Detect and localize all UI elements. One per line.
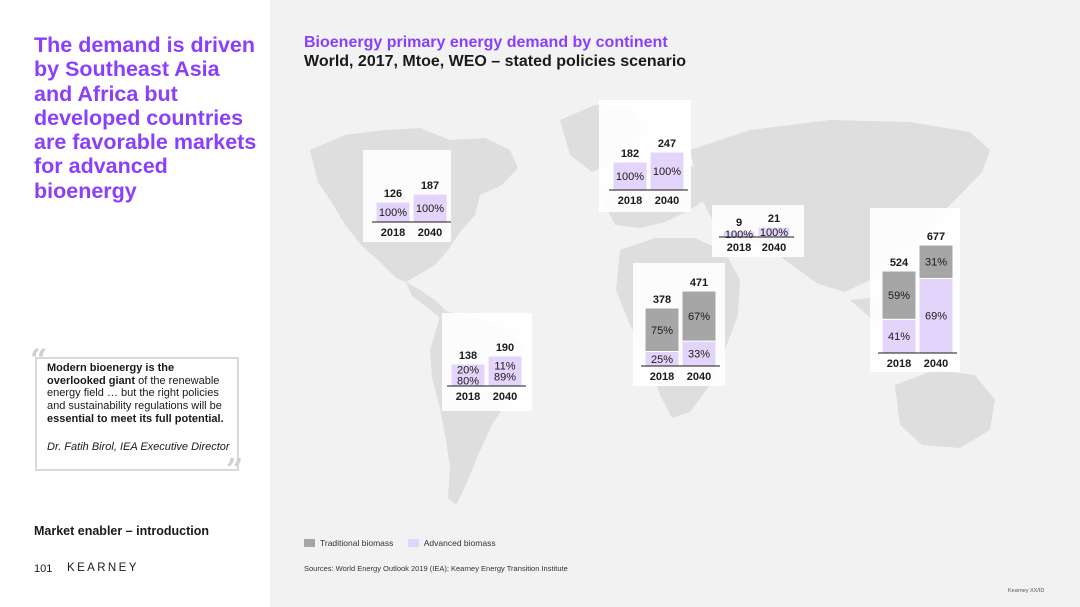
legend: Traditional biomass Advanced biomass xyxy=(304,538,496,548)
bar-advanced-1-2018 xyxy=(612,161,648,191)
tick-label-3-2040: 2040 xyxy=(687,371,711,383)
label-advanced-pct-2-2040: 100% xyxy=(760,227,788,239)
australia-shape xyxy=(895,370,995,448)
label-total-5-2018: 524 xyxy=(890,257,909,269)
label-traditional-pct-5-2040: 31% xyxy=(925,257,947,269)
bar-advanced-1-2040 xyxy=(649,151,685,191)
quote-bold-2: essential to meet its full potential. xyxy=(47,412,224,425)
tick-label-4-2018: 2018 xyxy=(456,391,480,403)
quote-bold-1: Modern bioenergy is the overlooked giant xyxy=(47,362,175,387)
label-advanced-pct-1-2018: 100% xyxy=(616,171,644,183)
tick-label-2-2040: 2040 xyxy=(762,242,786,254)
label-total-1-2018: 182 xyxy=(621,148,639,160)
bar-traditional-5-2040 xyxy=(918,244,954,279)
label-traditional-pct-5-2018: 59% xyxy=(888,290,910,302)
tick-label-3-2018: 2018 xyxy=(650,371,674,383)
tick-label-5-2040: 2040 xyxy=(924,358,948,370)
tick-label-5-2018: 2018 xyxy=(887,358,911,370)
label-total-4-2018: 138 xyxy=(459,350,477,362)
label-total-5-2040: 677 xyxy=(927,231,945,243)
bar-traditional-3-2040 xyxy=(681,290,717,342)
quote-text: Modern bioenergy is the overlooked giant… xyxy=(47,362,232,426)
label-advanced-pct-5-2040: 69% xyxy=(925,311,947,323)
tick-label-2-2018: 2018 xyxy=(727,242,751,254)
label-total-2-2040: 21 xyxy=(768,213,780,225)
label-total-4-2040: 190 xyxy=(496,342,514,354)
label-total-3-2040: 471 xyxy=(690,277,708,289)
chart-title: Bioenergy primary energy demand by conti… xyxy=(304,34,668,51)
bar-traditional-5-2018 xyxy=(881,270,917,320)
quote-author: Dr. Fatih Birol, IEA Executive Director xyxy=(47,441,230,453)
bar-advanced-5-2018 xyxy=(881,318,917,354)
asia-shape xyxy=(690,120,990,292)
tick-label-0-2040: 2040 xyxy=(418,227,442,239)
label-traditional-pct-3-2018: 75% xyxy=(651,325,673,337)
open-quote-icon: “ xyxy=(30,343,48,378)
label-advanced-pct-3-2040: 33% xyxy=(688,349,710,361)
quote-middle: of the renewable energy field … but the … xyxy=(47,374,222,413)
brand-logo: KEARNEY xyxy=(67,562,139,574)
label-advanced-pct-2-2018: 100% xyxy=(725,229,753,241)
label-advanced-pct-3-2018: 25% xyxy=(651,354,673,366)
close-quote-icon: ” xyxy=(226,453,244,488)
tick-label-4-2040: 2040 xyxy=(493,391,517,403)
label-advanced-pct-0-2018: 100% xyxy=(379,207,407,219)
bar-advanced-4-2040 xyxy=(487,355,523,387)
headline: The demand is driven by Southeast Asia a… xyxy=(34,33,257,203)
label-advanced-pct-0-2040: 100% xyxy=(416,203,444,215)
label-advanced-pct-1-2040: 100% xyxy=(653,166,681,178)
quote-box xyxy=(35,357,239,471)
tick-label-1-2018: 2018 xyxy=(618,195,642,207)
tick-label-1-2040: 2040 xyxy=(655,195,679,207)
bar-traditional-3-2018 xyxy=(644,307,680,352)
legend-swatch-advanced xyxy=(407,539,419,547)
tick-label-0-2018: 2018 xyxy=(381,227,405,239)
label-total-3-2018: 378 xyxy=(653,294,671,306)
label-total-1-2040: 247 xyxy=(658,138,676,150)
label-total-2-2018: 9 xyxy=(736,217,742,229)
label-advanced-pct-5-2018: 41% xyxy=(888,331,910,343)
label-total-0-2040: 187 xyxy=(421,180,439,192)
section-label: Market enabler – introduction xyxy=(34,524,210,538)
page-number: 101 xyxy=(34,563,53,575)
label-advanced-pct-4-2040: 11% 89% xyxy=(494,361,516,384)
label-traditional-pct-3-2040: 67% xyxy=(688,311,710,323)
legend-swatch-traditional xyxy=(304,539,315,547)
label-advanced-pct-4-2018: 20% 80% xyxy=(457,365,479,388)
legend-label-traditional: Traditional biomass xyxy=(320,538,394,548)
label-total-0-2018: 126 xyxy=(384,188,402,200)
copyright-note: Kearney XX/ID xyxy=(1008,588,1045,594)
left-panel xyxy=(0,0,270,607)
chart-subtitle: World, 2017, Mtoe, WEO – stated policies… xyxy=(304,53,687,70)
legend-label-advanced: Advanced biomass xyxy=(423,538,496,548)
sources-note: Sources: World Energy Outlook 2019 (IEA)… xyxy=(304,564,568,573)
central-america-shape xyxy=(406,282,445,318)
bar-advanced-0-2040 xyxy=(412,193,448,223)
